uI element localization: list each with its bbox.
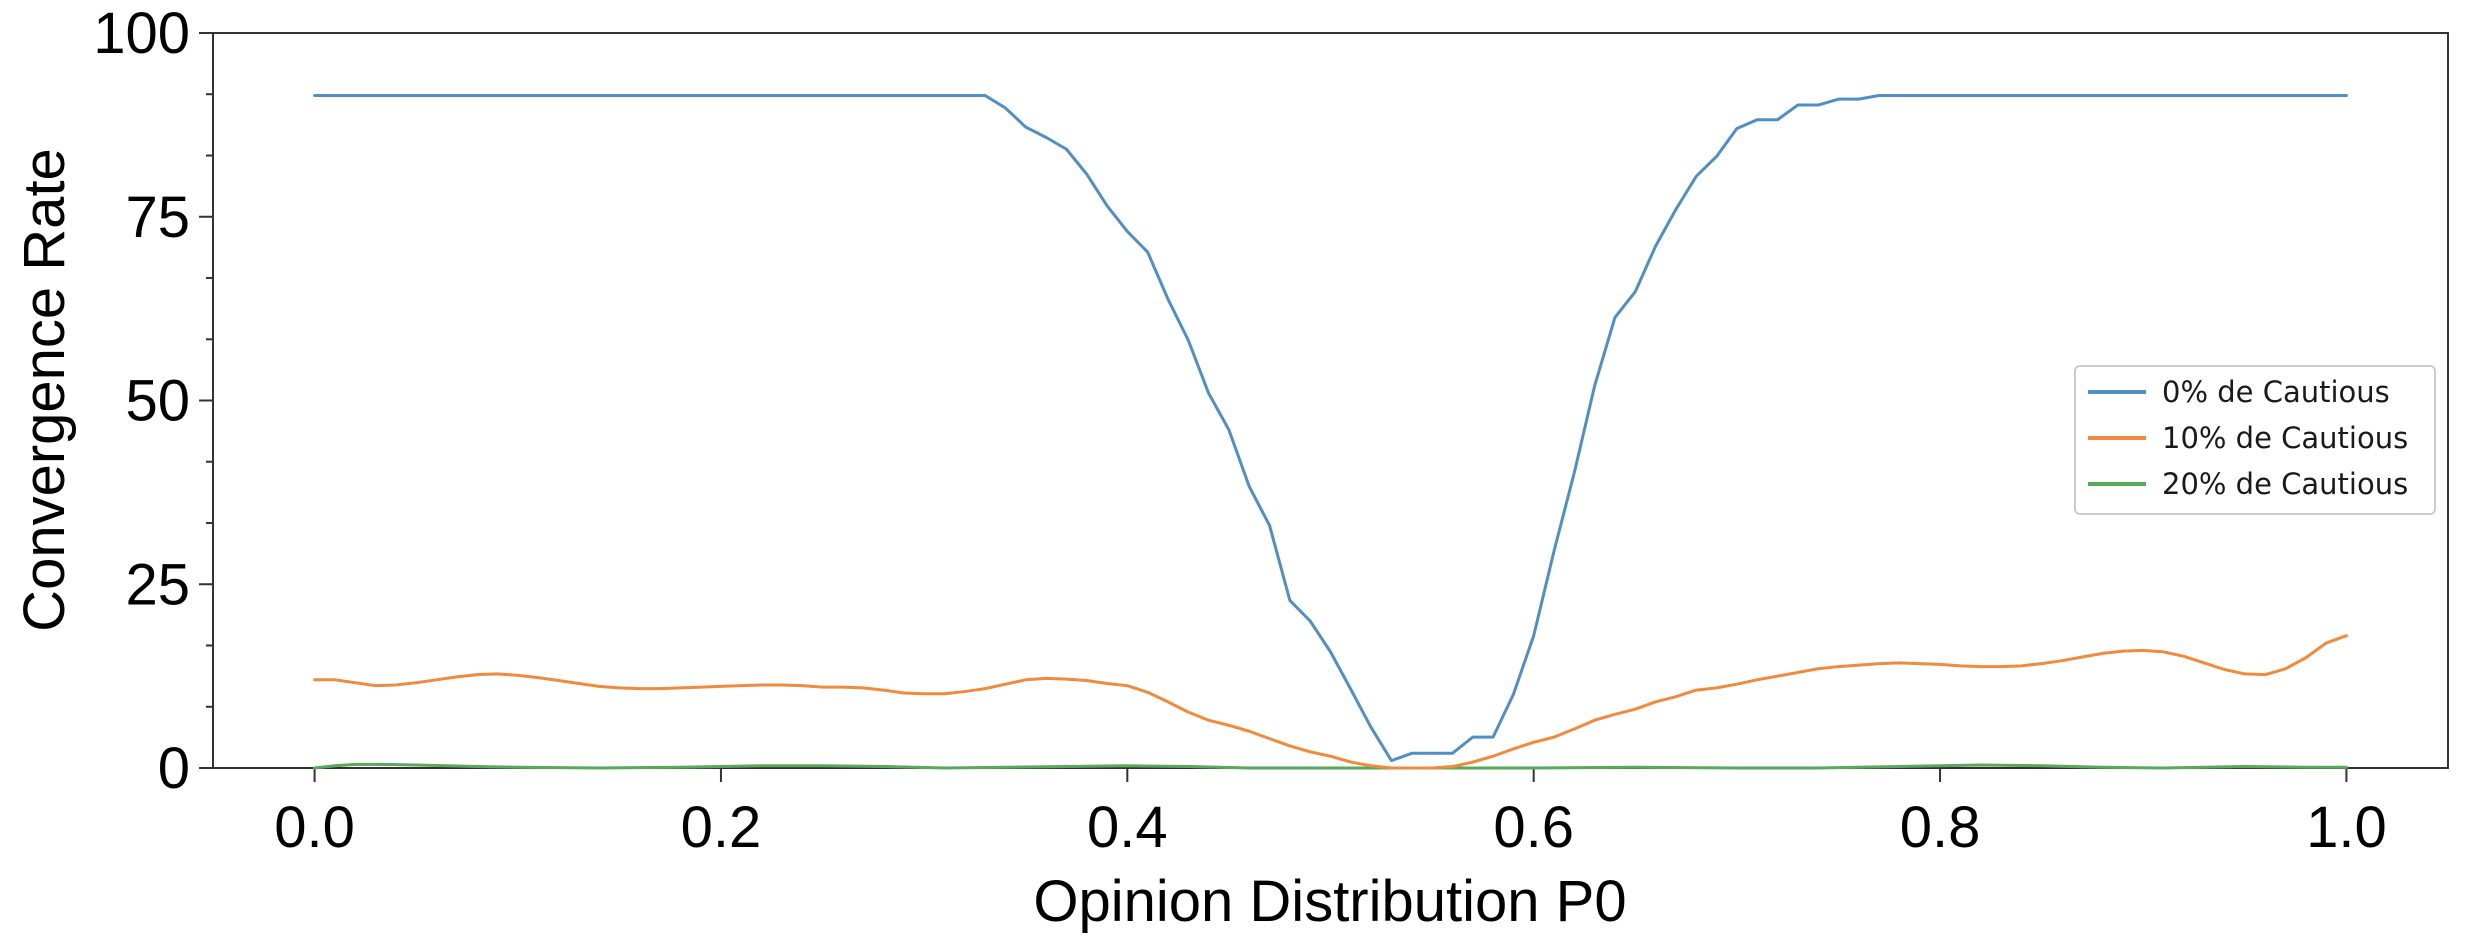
x-axis: 0.0 0.2 0.4 0.6 0.8 1.0 (274, 768, 2387, 860)
y-tick-label: 100 (93, 1, 190, 66)
legend-label-0: 0% de Cautious (2162, 375, 2390, 409)
x-axis-title: Opinion Distribution P0 (1033, 869, 1626, 934)
x-tick-label: 0.0 (274, 795, 355, 860)
y-tick-label: 50 (125, 369, 190, 434)
legend-label-1: 10% de Cautious (2162, 421, 2408, 455)
legend: 0% de Cautious 10% de Cautious 20% de Caut… (2074, 365, 2436, 515)
series-line-1 (313, 634, 2348, 770)
series-line-0 (313, 93, 2348, 763)
x-tick-label: 0.4 (1087, 795, 1168, 860)
series-layer (313, 93, 2348, 770)
x-tick-label: 0.6 (1493, 795, 1574, 860)
y-tick-label: 25 (125, 552, 190, 617)
x-tick-label: 0.2 (681, 795, 762, 860)
y-axis-title: Convergence Rate (12, 148, 77, 632)
y-axis: 0 25 50 75 100 (93, 1, 213, 801)
series-line-2 (313, 762, 2348, 770)
y-tick-label: 75 (125, 185, 190, 250)
y-tick-label: 0 (158, 736, 190, 801)
x-tick-label: 0.8 (1900, 795, 1981, 860)
legend-frame (2074, 365, 2436, 515)
legend-label-2: 20% de Cautious (2162, 467, 2408, 501)
x-tick-label: 1.0 (2306, 795, 2387, 860)
